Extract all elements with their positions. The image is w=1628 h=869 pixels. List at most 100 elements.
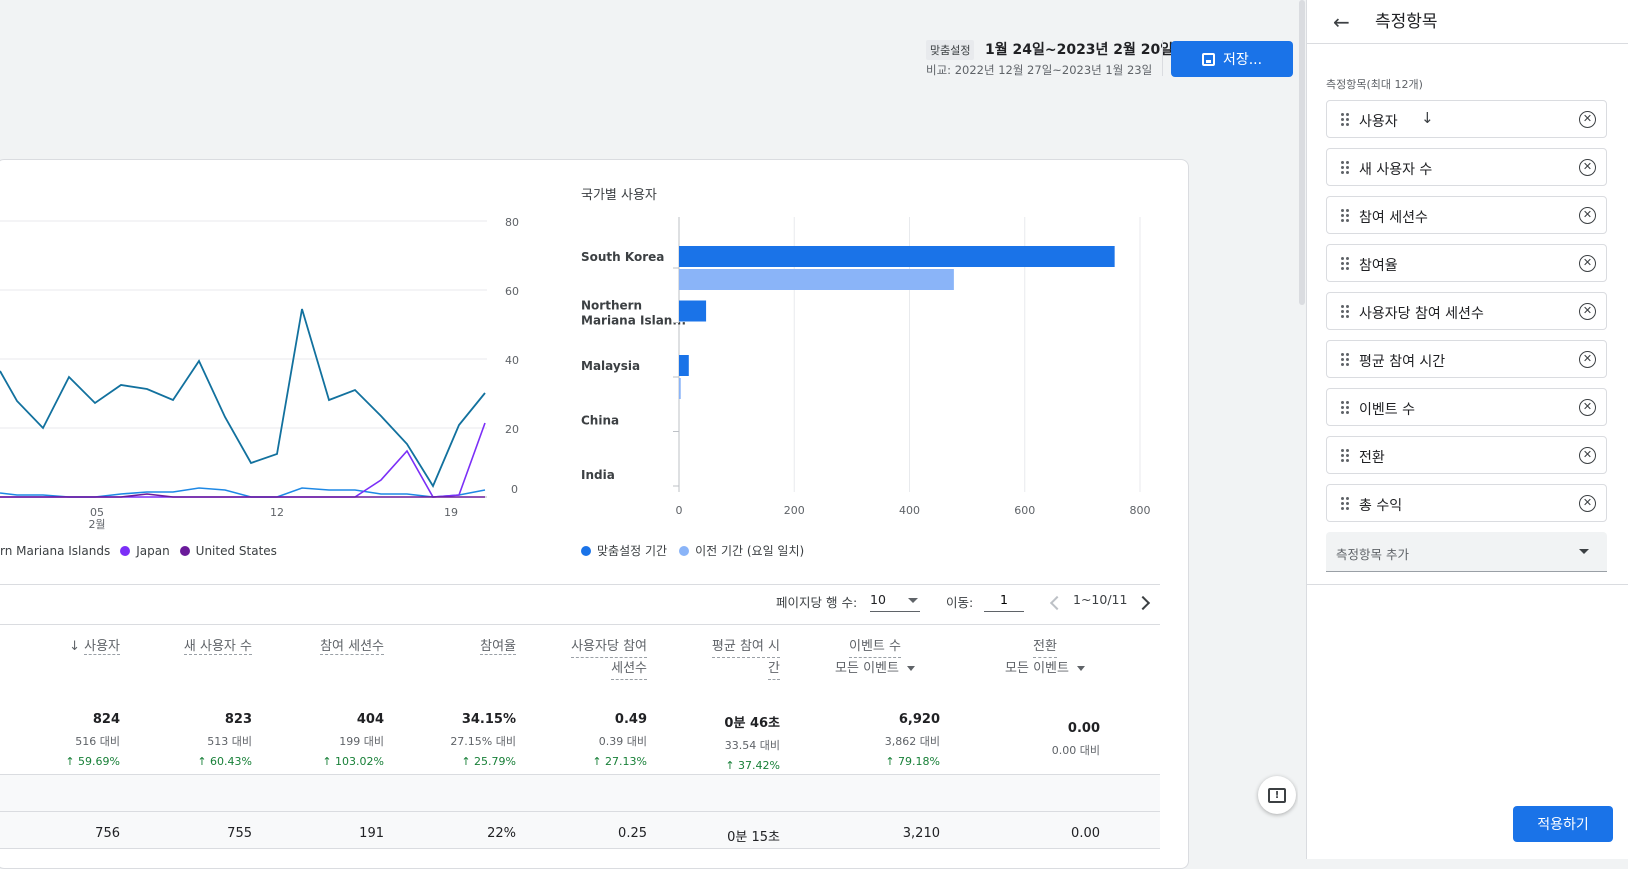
metric-item[interactable]: 참여 세션수 ✕ xyxy=(1326,196,1607,234)
col-header-new-users[interactable]: 새 사용자 수 xyxy=(183,639,252,655)
bar-current[interactable] xyxy=(679,246,1115,267)
metric-item[interactable]: 사용자당 참여 세션수 ✕ xyxy=(1326,292,1607,330)
metric-item[interactable]: 사용자 ↓ ✕ xyxy=(1326,100,1607,138)
remove-icon[interactable]: ✕ xyxy=(1579,399,1596,416)
col-header-engagement-rate[interactable]: 참여율 xyxy=(480,639,516,655)
bar-category-label: India xyxy=(581,468,615,482)
x-tick-05: 05 xyxy=(90,506,104,519)
bar-x-tick: 0 xyxy=(676,504,683,517)
back-arrow-icon[interactable]: ← xyxy=(1333,10,1350,34)
col-header-avg-engagement[interactable]: 평균 참여 시 간 xyxy=(678,636,780,680)
drag-handle-icon[interactable] xyxy=(1341,161,1349,174)
drag-handle-icon[interactable] xyxy=(1341,401,1349,414)
remove-icon[interactable]: ✕ xyxy=(1579,303,1596,320)
total-engaged-sessions: 404 199 대비 ↑ 103.02% xyxy=(322,712,384,768)
metric-item[interactable]: 새 사용자 수 ✕ xyxy=(1326,148,1607,186)
metric-label: 사용자당 참여 세션수 xyxy=(1359,306,1484,322)
date-range[interactable]: 1월 24일~2023년 2월 20일 xyxy=(985,42,1174,58)
row-sessions-per-user: 0.25 xyxy=(618,826,647,841)
row-divider xyxy=(0,811,1160,812)
drag-handle-icon[interactable] xyxy=(1341,449,1349,462)
remove-icon[interactable]: ✕ xyxy=(1579,159,1596,176)
legend-japan: Japan xyxy=(136,544,170,558)
line-south-korea xyxy=(0,308,486,488)
table-row-spacer xyxy=(0,775,1160,811)
bar-category-label: Malaysia xyxy=(581,359,640,373)
metric-label: 사용자 xyxy=(1359,114,1398,130)
users-line-chart: 80 60 40 20 0 05 2월 12 19 xyxy=(0,216,519,531)
legend-northern-mariana: rn Mariana Islands xyxy=(0,544,111,558)
page-range: 1~10/11 xyxy=(1073,592,1128,607)
apply-button[interactable]: 적용하기 xyxy=(1513,806,1613,842)
drag-handle-icon[interactable] xyxy=(1341,305,1349,318)
main-scrollbar-thumb[interactable] xyxy=(1299,0,1305,305)
add-metric-select[interactable]: 측정항목 추가 xyxy=(1326,532,1607,572)
x-tick-05-month: 2월 xyxy=(88,518,105,531)
remove-icon[interactable]: ✕ xyxy=(1579,495,1596,512)
metrics-panel: ← 측정항목 측정항목(최대 12개) 사용자 ↓ ✕ 새 사용자 수 ✕ 참여 세션수 ✕… xyxy=(1306,0,1628,859)
panel-divider xyxy=(1307,584,1628,585)
col-header-event-count[interactable]: 이벤트 수 모든 이벤트 xyxy=(800,636,950,679)
main-scrollbar-track[interactable] xyxy=(1298,0,1306,859)
col-header-users[interactable]: ↓ 사용자 xyxy=(69,639,120,655)
total-new-users: 823 513 대비 ↑ 60.43% xyxy=(197,712,252,768)
bar-current[interactable] xyxy=(679,355,689,376)
drag-handle-icon[interactable] xyxy=(1341,209,1349,222)
remove-icon[interactable]: ✕ xyxy=(1579,207,1596,224)
drag-handle-icon[interactable] xyxy=(1341,257,1349,270)
sort-down-icon: ↓ xyxy=(69,639,80,654)
row-divider-2 xyxy=(0,848,1160,849)
header-divider xyxy=(1162,40,1163,76)
chevron-down-icon xyxy=(1076,666,1085,671)
bar-previous[interactable] xyxy=(679,269,954,290)
row-engagement-rate: 22% xyxy=(487,826,516,841)
bar-category-label: South Korea xyxy=(581,250,664,264)
custom-date-tag: 맞춤설정 xyxy=(926,40,975,60)
legend-previous: 이전 기간 (요일 일치) xyxy=(695,544,805,558)
remove-icon[interactable]: ✕ xyxy=(1579,111,1596,128)
bar-x-tick: 600 xyxy=(1014,504,1035,517)
chevron-down-icon xyxy=(906,666,915,671)
sort-down-icon[interactable]: ↓ xyxy=(1421,109,1434,127)
remove-icon[interactable]: ✕ xyxy=(1579,447,1596,464)
table-row[interactable] xyxy=(0,812,1160,848)
y-tick-80: 80 xyxy=(505,216,519,229)
conversion-filter-select[interactable]: 모든 이벤트 xyxy=(1005,661,1085,676)
feedback-button[interactable]: ! xyxy=(1258,776,1296,814)
rows-per-page-label: 페이지당 행 수: xyxy=(776,595,858,610)
metric-label: 새 사용자 수 xyxy=(1359,162,1433,178)
metric-label: 참여 세션수 xyxy=(1359,210,1428,226)
row-users: 756 xyxy=(95,826,120,841)
event-filter-select[interactable]: 모든 이벤트 xyxy=(835,661,915,676)
goto-label: 이동: xyxy=(946,595,974,610)
drag-handle-icon[interactable] xyxy=(1341,113,1349,126)
report-card xyxy=(0,159,1189,869)
bar-previous[interactable] xyxy=(679,378,681,399)
row-new-users: 755 xyxy=(227,826,252,841)
metric-item[interactable]: 총 수익 ✕ xyxy=(1326,484,1607,522)
bar-x-tick: 400 xyxy=(899,504,920,517)
goto-page-input[interactable] xyxy=(984,592,1024,612)
bar-category-label: China xyxy=(581,414,619,428)
chart-table-divider xyxy=(0,584,1160,585)
save-button[interactable]: 저장... xyxy=(1171,41,1293,77)
remove-icon[interactable]: ✕ xyxy=(1579,255,1596,272)
rows-per-page-select[interactable]: 10 xyxy=(870,592,920,612)
legend-previous-dot xyxy=(679,545,690,556)
drag-handle-icon[interactable] xyxy=(1341,353,1349,366)
legend-us-dot xyxy=(179,546,190,556)
col-header-conversions[interactable]: 전환 모든 이벤트 xyxy=(970,636,1120,679)
metric-item[interactable]: 평균 참여 시간 ✕ xyxy=(1326,340,1607,378)
bar-current[interactable] xyxy=(679,300,707,322)
panel-subtitle: 측정항목(최대 12개) xyxy=(1326,78,1423,91)
metric-item[interactable]: 전환 ✕ xyxy=(1326,436,1607,474)
metric-item[interactable]: 이벤트 수 ✕ xyxy=(1326,388,1607,426)
feedback-icon: ! xyxy=(1268,787,1286,803)
drag-handle-icon[interactable] xyxy=(1341,497,1349,510)
col-header-sessions-per-user[interactable]: 사용자당 참여 세션수 xyxy=(545,636,647,680)
compare-range: 비교: 2022년 12월 27일~2023년 1월 23일 xyxy=(926,63,1153,77)
remove-icon[interactable]: ✕ xyxy=(1579,351,1596,368)
metric-item[interactable]: 참여율 ✕ xyxy=(1326,244,1607,282)
col-header-engaged-sessions[interactable]: 참여 세션수 xyxy=(320,639,384,655)
report-main: 맞춤설정 1월 24일~2023년 2월 20일 비교: 2022년 12월 2… xyxy=(0,40,1296,869)
